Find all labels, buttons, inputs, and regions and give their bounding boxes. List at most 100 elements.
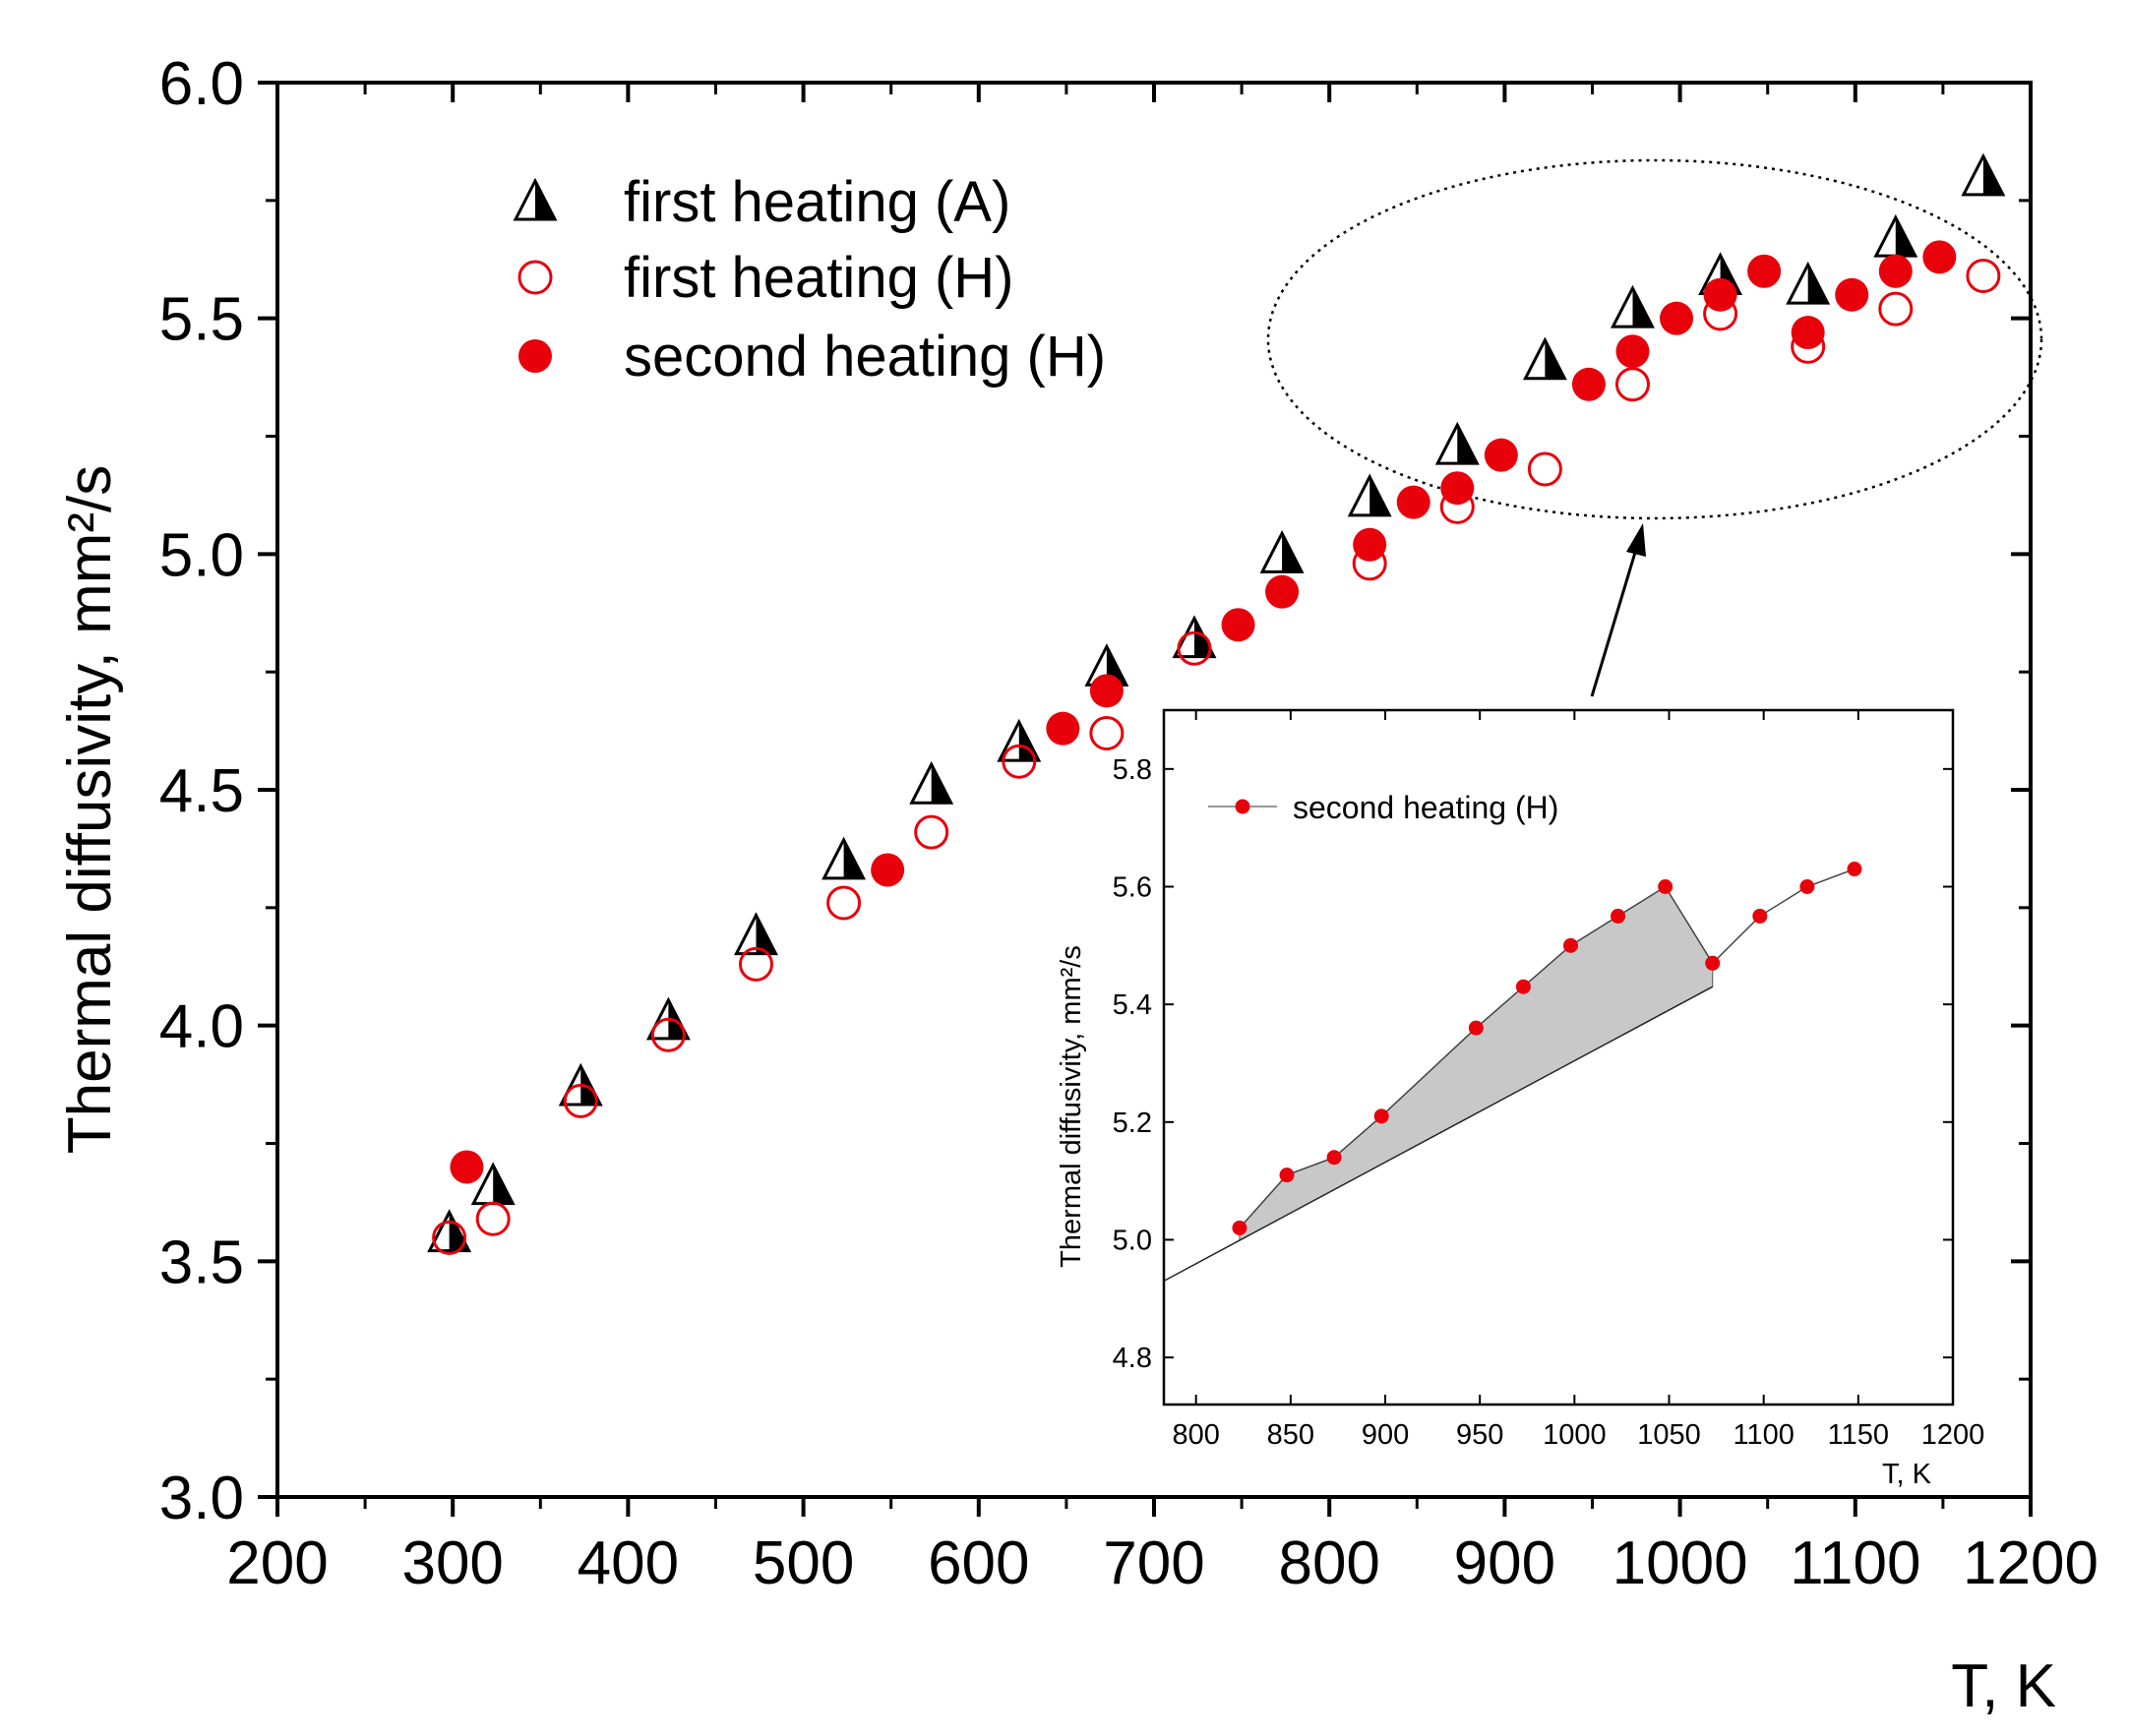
point-first-heating-H xyxy=(738,946,773,982)
point-first-heating-H xyxy=(475,1201,511,1236)
open-circle xyxy=(563,1083,598,1118)
inset-y-tick-label: 4.8 xyxy=(1113,1343,1152,1374)
point-second-heating-H xyxy=(1353,527,1387,562)
main-legend: first heating (A) first heating (H) second… xyxy=(513,170,1106,389)
filled-circle xyxy=(1265,574,1300,609)
point-second-heating-H xyxy=(1747,254,1782,288)
filled-circle xyxy=(518,339,552,373)
filled-circle xyxy=(1703,277,1737,312)
triangle-fill xyxy=(535,181,555,219)
y-tick-label: 3.0 xyxy=(159,1465,244,1532)
point-second-heating-H xyxy=(1396,485,1430,519)
open-circle xyxy=(432,1220,467,1255)
filled-circle xyxy=(1922,240,1957,274)
inset-point xyxy=(1563,937,1579,953)
triangle-fill xyxy=(1018,722,1039,761)
filled-circle xyxy=(1747,254,1782,288)
x-tick-label: 1200 xyxy=(1963,1529,2099,1597)
open-circle xyxy=(1878,291,1914,327)
open-circle xyxy=(826,885,862,921)
point-first-heating-A xyxy=(1873,213,1918,258)
pointer-arrow-head xyxy=(1626,523,1646,557)
inset-legend-label: second heating (H) xyxy=(1293,790,1558,825)
point-first-heating-A xyxy=(1172,615,1217,659)
open-circle xyxy=(1002,744,1037,779)
y-tick-label: 4.0 xyxy=(159,993,244,1061)
x-tick-label: 300 xyxy=(401,1529,503,1597)
point-first-heating-A xyxy=(1786,261,1831,305)
point-first-heating-H xyxy=(563,1083,598,1118)
highlight-ellipse xyxy=(1266,158,2043,520)
inset-point xyxy=(1799,878,1815,894)
inset-x-tick-label: 900 xyxy=(1362,1419,1409,1451)
filled-circle xyxy=(871,853,905,887)
inset-x-tick-label: 850 xyxy=(1267,1419,1314,1451)
inset-y-axis-title: Thermal diffusivity, mm²/s xyxy=(1056,945,1087,1268)
legend-marker-first-heating-H xyxy=(517,260,553,295)
x-tick-label: 700 xyxy=(1103,1529,1204,1597)
x-tick-label: 400 xyxy=(578,1529,679,1597)
open-circle xyxy=(1089,715,1125,750)
filled-circle xyxy=(1791,316,1825,350)
triangle-fill xyxy=(1457,425,1478,464)
point-second-heating-H xyxy=(1440,471,1475,506)
open-circle xyxy=(1966,259,2001,294)
point-second-heating-H xyxy=(1922,240,1957,274)
filled-circle xyxy=(1046,711,1080,746)
inset-x-tick-label: 800 xyxy=(1173,1419,1220,1451)
point-second-heating-H xyxy=(1046,711,1080,746)
inset-legend-marker xyxy=(1235,799,1250,814)
triangle-fill xyxy=(1282,533,1303,572)
inset-point xyxy=(1326,1150,1342,1166)
x-tick-label: 800 xyxy=(1278,1529,1379,1597)
filled-circle xyxy=(1835,277,1869,312)
inset-point xyxy=(1705,955,1721,971)
point-first-heating-H xyxy=(1527,451,1562,487)
inset-point xyxy=(1232,1221,1247,1236)
triangle-fill xyxy=(1895,217,1916,257)
point-first-heating-A xyxy=(1522,336,1567,381)
point-first-heating-A xyxy=(734,912,778,956)
point-first-heating-H xyxy=(1614,367,1650,402)
legend-label: second heating (H) xyxy=(624,325,1106,389)
triangle-fill xyxy=(1632,288,1653,328)
filled-circle xyxy=(1660,301,1694,335)
point-first-heating-H xyxy=(1002,744,1037,779)
point-first-heating-H xyxy=(1878,291,1914,327)
inset-y-tick-label: 5.0 xyxy=(1113,1225,1152,1256)
baseline-line xyxy=(1163,986,1714,1283)
triangle-fill xyxy=(1545,339,1565,379)
inset-point xyxy=(1847,862,1862,877)
filled-circle xyxy=(450,1150,484,1184)
point-first-heating-H xyxy=(432,1220,467,1255)
open-circle xyxy=(650,1017,686,1052)
y-tick-label: 6.0 xyxy=(159,50,244,118)
inset-x-tick-label: 1000 xyxy=(1543,1419,1607,1451)
triangle-fill xyxy=(931,764,951,804)
open-circle xyxy=(1177,630,1212,666)
filled-circle xyxy=(1353,527,1387,562)
point-first-heating-A xyxy=(1611,284,1655,329)
open-circle xyxy=(1527,451,1562,487)
legend-label: first heating (A) xyxy=(624,170,1010,234)
point-first-heating-H xyxy=(914,814,949,850)
x-tick-label: 1100 xyxy=(1790,1529,1920,1597)
point-second-heating-H xyxy=(1835,277,1869,312)
point-first-heating-A xyxy=(1961,152,2006,197)
x-axis-title: T, K xyxy=(1951,1652,2056,1720)
point-second-heating-H xyxy=(1571,367,1606,401)
inset-point xyxy=(1611,908,1626,924)
legend-marker-first-heating-A xyxy=(513,177,558,221)
y-axis-title: Thermal diffusivity, mm²/s xyxy=(56,465,124,1154)
x-tick-label: 1000 xyxy=(1612,1529,1748,1597)
open-circle xyxy=(1614,367,1650,402)
filled-circle xyxy=(1484,438,1518,472)
point-first-heating-H xyxy=(650,1017,686,1052)
inset-x-tick-label: 950 xyxy=(1456,1419,1503,1451)
point-first-heating-A xyxy=(909,760,954,805)
open-circle xyxy=(914,814,949,850)
x-tick-label: 900 xyxy=(1454,1529,1555,1597)
inset-y-tick-label: 5.4 xyxy=(1113,989,1152,1021)
point-second-heating-H xyxy=(1878,254,1913,288)
inset-x-tick-label: 1050 xyxy=(1637,1419,1701,1451)
